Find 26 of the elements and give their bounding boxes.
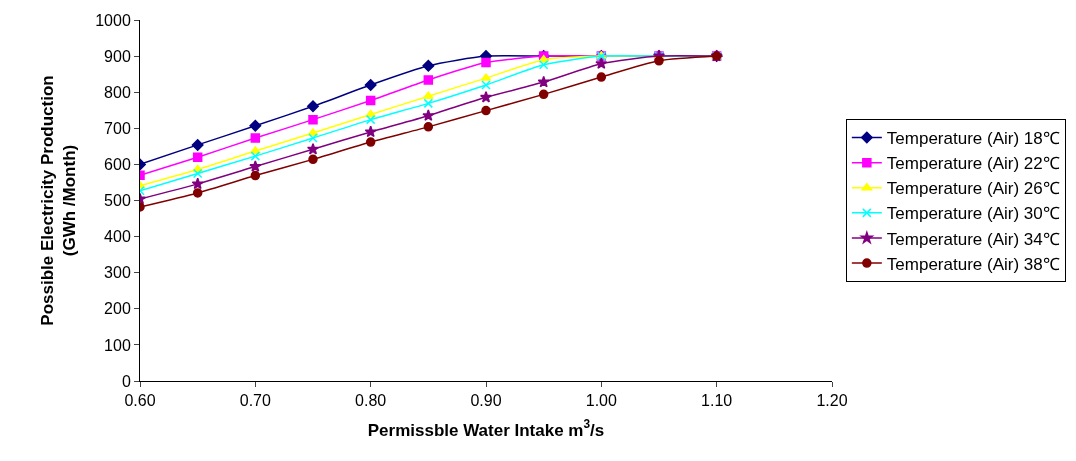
legend-label: Temperature (Air) 22℃: [886, 154, 1060, 174]
x-tick-label: 0.70: [239, 392, 271, 410]
y-tick-label: 700: [104, 119, 131, 137]
y-tick-label: 200: [104, 300, 131, 318]
y-tick-label: 100: [104, 336, 131, 354]
y-tick-label: 400: [104, 228, 131, 246]
y-tick-label: 0: [121, 372, 131, 390]
legend-label: Temperature (Air) 26℃: [886, 179, 1060, 199]
y-tick-label: 800: [104, 83, 131, 101]
x-tick-label: 1.00: [585, 392, 617, 410]
y-tick-label: 1000: [95, 11, 131, 29]
y-tick-label: 500: [104, 192, 131, 210]
x-tick-label: 1.20: [816, 392, 848, 410]
legend-label: Temperature (Air) 18℃: [886, 129, 1060, 149]
y-tick-label: 300: [104, 264, 131, 282]
x-tick-label: 0.80: [355, 392, 387, 410]
legend-label: Temperature (Air) 38℃: [886, 254, 1060, 274]
legend-label: Temperature (Air) 34℃: [886, 229, 1060, 249]
y-axis-title: Possible Electricity Production (GWh /Month): [37, 75, 79, 326]
x-tick-label: 0.90: [470, 392, 502, 410]
x-tick-label: 0.60: [124, 392, 156, 410]
y-tick-label: 900: [104, 47, 131, 65]
y-tick-label: 600: [104, 156, 131, 173]
x-tick-label: 1.10: [701, 392, 733, 410]
legend-label: Temperature (Air) 30℃: [886, 204, 1060, 224]
x-axis-title: Permissble Water Intake m$^{3}$/s: [367, 417, 605, 440]
